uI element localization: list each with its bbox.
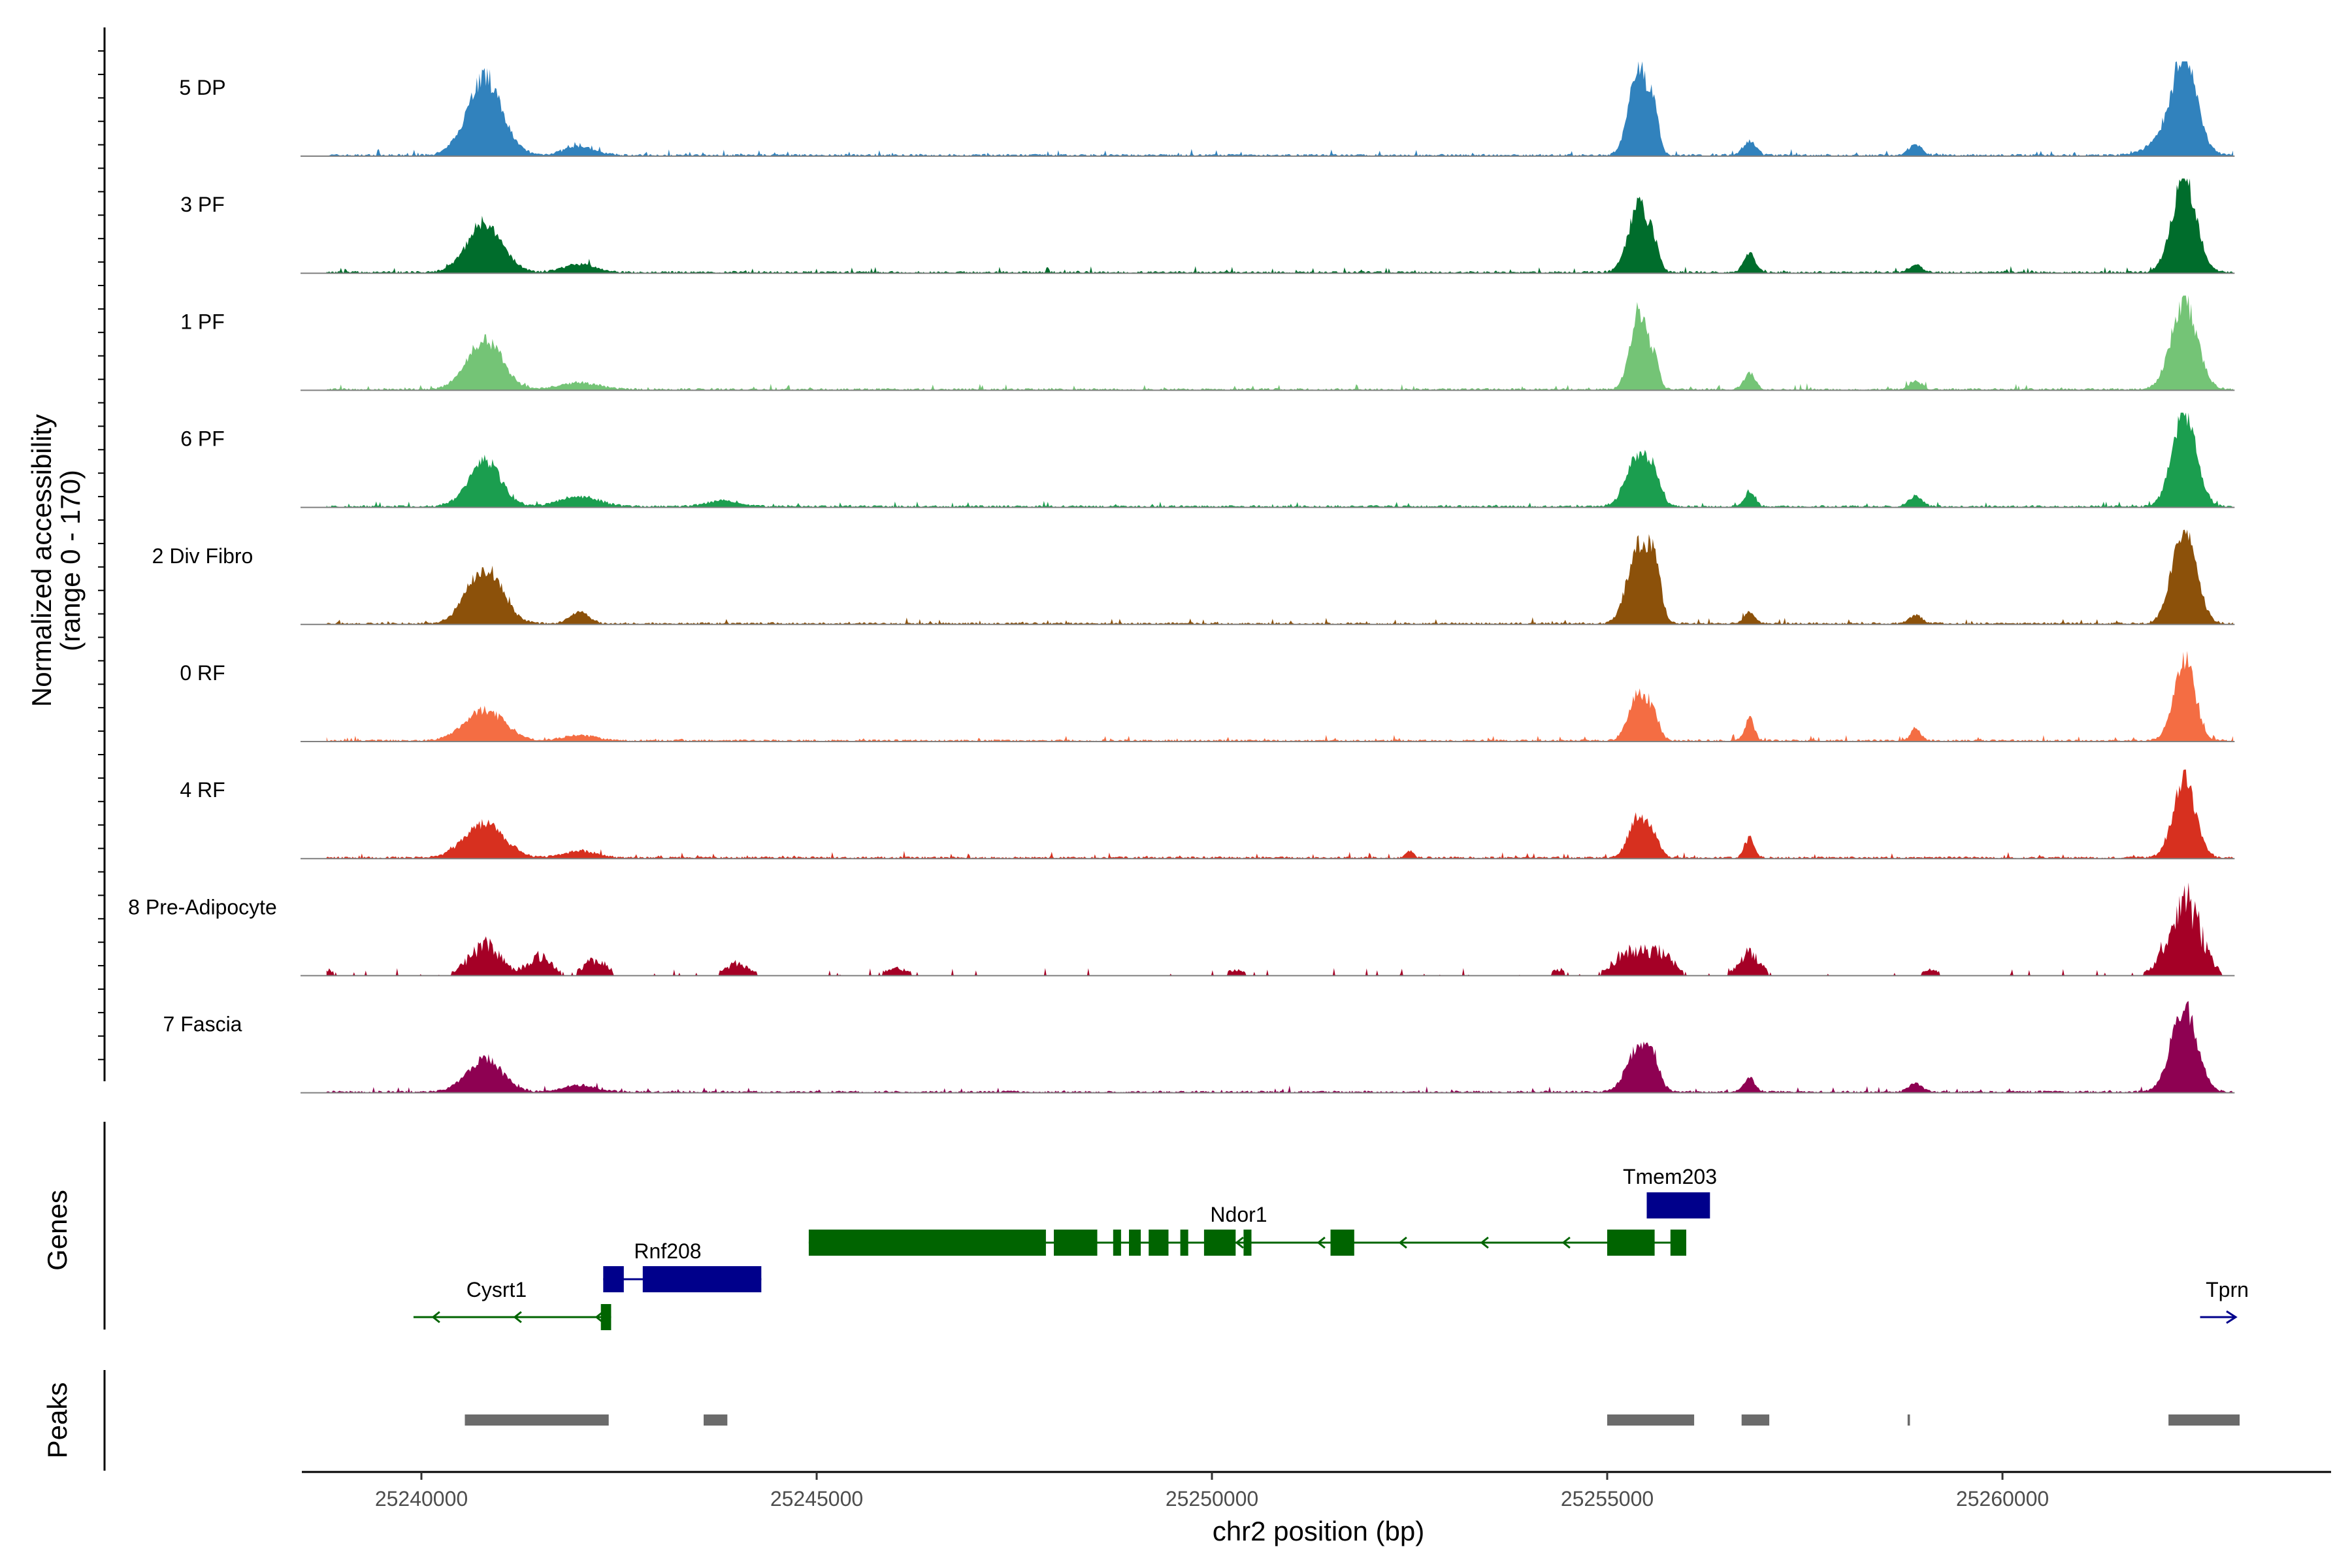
x-tick-label: 25245000 xyxy=(770,1487,863,1511)
gene-cysrt1: Cysrt1 xyxy=(413,1278,612,1330)
track-label: 6 PF xyxy=(180,427,225,451)
gene-tmem203: Tmem203 xyxy=(1623,1165,1717,1218)
track-5-dp: 5 DP xyxy=(179,61,2235,157)
gene-exon xyxy=(1646,1192,1710,1218)
peak-region xyxy=(1907,1414,1910,1426)
gene-exon xyxy=(642,1266,762,1292)
peak-region xyxy=(2168,1414,2240,1426)
gene-exon xyxy=(1054,1230,1098,1256)
coverage-area xyxy=(326,529,2234,625)
strand-arrow xyxy=(2226,1310,2238,1324)
peak-region xyxy=(1607,1414,1695,1426)
gene-exon xyxy=(1149,1230,1169,1256)
coverage-area xyxy=(326,651,2234,742)
x-tick-label: 25240000 xyxy=(375,1487,468,1511)
gene-ndor1: Ndor1 xyxy=(808,1203,1686,1256)
track-label: 7 Fascia xyxy=(163,1013,242,1036)
gene-exon xyxy=(1203,1230,1236,1256)
gene-label: Ndor1 xyxy=(1210,1203,1267,1226)
strand-arrow xyxy=(1480,1236,1489,1249)
genes-panel: Cysrt1 Rnf208 Ndor1 Tmem203 Tprn xyxy=(103,1122,2249,1330)
track-label: 0 RF xyxy=(180,661,225,685)
coverage-area xyxy=(326,882,2234,976)
gene-label: Tprn xyxy=(2206,1278,2249,1301)
peak-region xyxy=(704,1414,728,1426)
x-tick-label: 25260000 xyxy=(1956,1487,2049,1511)
strand-arrow xyxy=(1316,1236,1326,1249)
coverage-tracks: 5 DP 3 PF 1 PF 6 PF 2 Div Fibro 0 RF 4 RF 8 Pre… xyxy=(128,61,2235,1094)
peak-region xyxy=(465,1414,609,1426)
peaks-panel-title: Peaks xyxy=(42,1382,73,1459)
gene-exon xyxy=(1670,1230,1686,1256)
track-4-rf: 4 RF xyxy=(180,769,2235,860)
gene-exon xyxy=(1129,1230,1141,1256)
gene-exon xyxy=(1180,1230,1188,1256)
coverage-area xyxy=(326,1001,2234,1093)
gene-label: Cysrt1 xyxy=(466,1278,527,1301)
coverage-area xyxy=(326,412,2234,508)
gene-exon xyxy=(600,1304,612,1330)
gene-tprn: Tprn xyxy=(2200,1278,2249,1324)
strand-arrow xyxy=(1235,1236,1244,1249)
track-label: 5 DP xyxy=(179,76,225,99)
coverage-area xyxy=(326,178,2234,274)
coverage-area xyxy=(326,295,2234,391)
track-label: 1 PF xyxy=(180,310,225,333)
track-0-rf: 0 RF xyxy=(180,651,2235,742)
track-6-pf: 6 PF xyxy=(180,412,2235,508)
coverage-y-axis xyxy=(98,27,106,1081)
track-label: 4 RF xyxy=(180,778,225,802)
peak-region xyxy=(1741,1414,1770,1426)
gene-exon xyxy=(1330,1230,1354,1256)
y-axis-title: Normalized accessibility xyxy=(26,414,57,707)
gene-exon xyxy=(808,1230,1046,1256)
strand-arrow xyxy=(431,1311,440,1324)
gene-label: Rnf208 xyxy=(634,1239,701,1263)
strand-arrow xyxy=(595,1311,604,1324)
track-8-pre-adipocyte: 8 Pre-Adipocyte xyxy=(128,882,2235,977)
strand-arrow xyxy=(513,1311,522,1324)
track-label: 2 Div Fibro xyxy=(152,544,253,568)
strand-arrow xyxy=(1561,1236,1571,1249)
coverage-area xyxy=(326,769,2234,859)
track-2-div-fibro: 2 Div Fibro xyxy=(152,529,2235,625)
coverage-area xyxy=(326,61,2234,156)
y-axis-range-label: (range 0 - 170) xyxy=(55,470,86,651)
gene-exon xyxy=(1243,1230,1252,1256)
track-label: 8 Pre-Adipocyte xyxy=(128,895,277,919)
gene-rnf208: Rnf208 xyxy=(603,1239,762,1292)
track-3-pf: 3 PF xyxy=(180,178,2235,274)
gene-exon xyxy=(603,1266,624,1292)
track-label: 3 PF xyxy=(180,193,225,216)
genes-panel-title: Genes xyxy=(42,1190,73,1271)
x-tick-label: 25255000 xyxy=(1561,1487,1654,1511)
x-axis-title: chr2 position (bp) xyxy=(1213,1516,1425,1546)
strand-arrow xyxy=(1398,1236,1407,1249)
gene-exon xyxy=(1113,1230,1121,1256)
track-7-fascia: 7 Fascia xyxy=(163,1001,2235,1094)
gene-exon xyxy=(1607,1230,1655,1256)
x-axis: 25240000 25245000 25250000 25255000 25260000 xyxy=(302,1471,2331,1511)
x-tick-label: 25250000 xyxy=(1166,1487,1258,1511)
track-1-pf: 1 PF xyxy=(180,295,2235,391)
peaks-panel xyxy=(103,1370,2240,1471)
gene-label: Tmem203 xyxy=(1623,1165,1717,1188)
